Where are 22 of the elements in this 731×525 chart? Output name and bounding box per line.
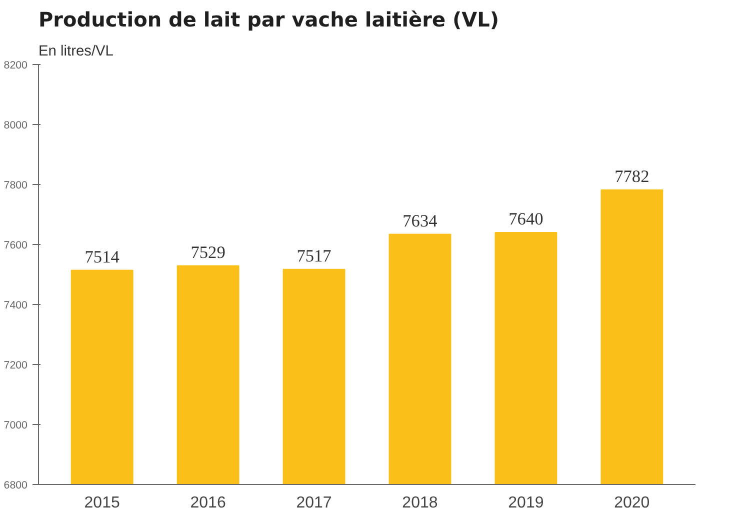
x-tick-label: 2019 [508, 494, 544, 512]
chart-subtitle: En litres/VL [38, 44, 114, 60]
x-tick-label: 2015 [84, 494, 120, 512]
y-tick-label: 8000 [4, 120, 28, 132]
y-tick-label: 6800 [4, 480, 28, 492]
data-label: 7529 [190, 242, 226, 262]
data-label: 7782 [614, 166, 650, 186]
y-tick-label: 7600 [4, 240, 28, 252]
data-label: 7517 [296, 246, 332, 266]
y-tick-label: 8200 [4, 60, 28, 72]
chart-title: Production de lait par vache laitière (VL) [38, 8, 499, 32]
data-label: 7514 [84, 247, 120, 266]
y-tick-label: 7000 [4, 420, 28, 432]
data-label: 7640 [508, 210, 544, 228]
x-tick-label: 2018 [402, 494, 438, 512]
data-label: 7634 [402, 211, 438, 230]
y-tick-label: 7400 [4, 300, 28, 312]
y-tick-label: 7200 [4, 360, 28, 372]
y-tick-label: 7800 [4, 180, 28, 192]
x-tick-label: 2017 [296, 494, 332, 512]
x-tick-label: 2016 [190, 494, 226, 512]
x-tick-label: 2020 [614, 494, 650, 512]
